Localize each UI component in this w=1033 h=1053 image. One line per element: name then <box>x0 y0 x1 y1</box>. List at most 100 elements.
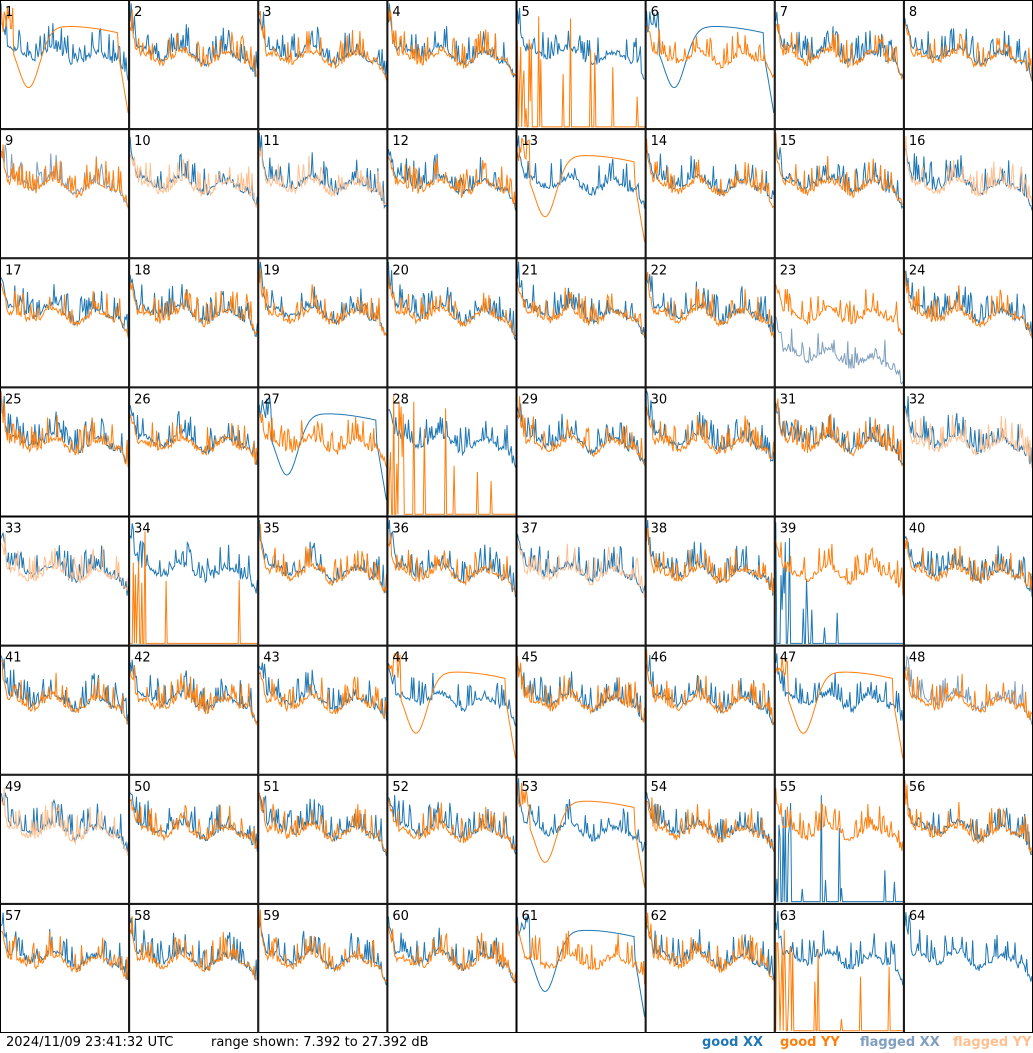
good-yy-line <box>517 396 646 466</box>
tile-11: 11 <box>258 129 388 259</box>
tile-frame <box>387 258 517 388</box>
tile-12: 12 <box>387 129 517 259</box>
tile-label: 24 <box>909 263 926 278</box>
tile-2: 2 <box>129 0 259 130</box>
legend-good-xx: good XX <box>702 1035 764 1050</box>
good-xx-line <box>904 147 1033 211</box>
good-yy-line <box>387 394 516 515</box>
good-yy-line <box>387 156 516 208</box>
good-yy-line <box>0 930 129 980</box>
tile-frame <box>129 645 259 775</box>
good-xx-line <box>646 11 775 113</box>
tile-label: 52 <box>392 780 409 795</box>
good-xx-line <box>517 913 646 1017</box>
tile-label: 34 <box>134 522 151 537</box>
tile-frame <box>645 774 775 904</box>
good-yy-line <box>387 275 516 337</box>
tile-label: 4 <box>392 5 400 20</box>
tile-62: 62 <box>645 903 775 1033</box>
tile-label: 64 <box>909 909 926 924</box>
tile-frame <box>774 258 904 388</box>
flagged-yy-line <box>258 146 387 205</box>
tile-5: 5 <box>516 0 646 130</box>
tile-frame <box>129 258 259 388</box>
tile-frame <box>387 516 517 646</box>
tile-frame <box>387 645 517 775</box>
tile-label: 31 <box>780 392 797 407</box>
tile-frame <box>645 516 775 646</box>
good-xx-line <box>517 533 646 594</box>
good-yy-line <box>775 788 904 851</box>
tile-frame <box>387 0 517 130</box>
good-xx-line <box>775 653 904 721</box>
flagged-yy-line <box>904 135 1033 205</box>
tile-label: 33 <box>5 522 22 537</box>
tile-47: 47 <box>774 645 904 775</box>
tile-frame <box>0 645 130 775</box>
tile-label: 26 <box>134 392 151 407</box>
tile-frame <box>129 387 259 517</box>
good-xx-line <box>388 409 516 468</box>
tile-label: 45 <box>522 651 539 666</box>
tile-label: 48 <box>909 651 926 666</box>
tile-label: 6 <box>651 5 659 20</box>
tile-frame <box>516 774 646 904</box>
tile-frame <box>258 774 388 904</box>
tile-20: 20 <box>387 258 517 388</box>
tile-label: 61 <box>522 909 539 924</box>
good-xx-line <box>129 523 258 594</box>
tile-36: 36 <box>387 516 517 646</box>
timestamp: 2024/11/09 23:41:32 UTC <box>6 1035 174 1050</box>
tile-41: 41 <box>0 645 130 775</box>
tile-frame <box>0 774 130 904</box>
good-xx-line <box>258 397 387 501</box>
tile-46: 46 <box>645 645 775 775</box>
good-xx-line <box>517 261 646 338</box>
tile-label: 13 <box>522 134 539 149</box>
tile-label: 54 <box>651 780 668 795</box>
tile-frame <box>258 387 388 517</box>
tile-21: 21 <box>516 258 646 388</box>
tile-label: 18 <box>134 263 151 278</box>
tile-label: 8 <box>909 5 917 20</box>
good-xx-line <box>775 402 904 466</box>
tile-label: 49 <box>5 780 22 795</box>
good-yy-line <box>130 531 258 644</box>
tile-frame <box>387 903 517 1033</box>
tile-57: 57 <box>0 903 130 1033</box>
good-yy-line <box>646 912 775 981</box>
tile-label: 30 <box>651 392 668 407</box>
good-yy-line <box>0 659 129 725</box>
tile-frame <box>258 516 388 646</box>
good-xx-line <box>904 18 1033 82</box>
tile-9: 9 <box>0 129 130 259</box>
tile-label: 29 <box>522 392 539 407</box>
tile-label: 43 <box>263 651 280 666</box>
tile-frame <box>258 258 388 388</box>
good-yy-line <box>129 916 258 980</box>
tile-frame <box>903 0 1033 130</box>
tile-64: 64 <box>903 903 1033 1033</box>
tile-label: 28 <box>392 392 409 407</box>
tile-15: 15 <box>774 129 904 259</box>
tile-frame <box>645 258 775 388</box>
good-yy-line <box>775 398 904 466</box>
good-xx-line <box>646 519 775 596</box>
tile-label: 15 <box>780 134 797 149</box>
good-xx-line <box>904 792 1033 856</box>
tile-frame <box>0 516 130 646</box>
good-xx-line <box>904 912 1033 982</box>
tile-58: 58 <box>129 903 259 1033</box>
good-yy-line <box>517 924 646 985</box>
tile-61: 61 <box>516 903 646 1033</box>
tile-frame <box>516 903 646 1033</box>
tile-frame <box>645 387 775 517</box>
tile-frame <box>258 0 388 130</box>
legend-flagged-xx: flagged XX <box>860 1035 940 1050</box>
tile-label: 39 <box>780 522 797 537</box>
good-yy-line <box>258 792 387 855</box>
good-yy-line <box>646 527 775 594</box>
tile-22: 22 <box>645 258 775 388</box>
tile-label: 12 <box>392 134 409 149</box>
